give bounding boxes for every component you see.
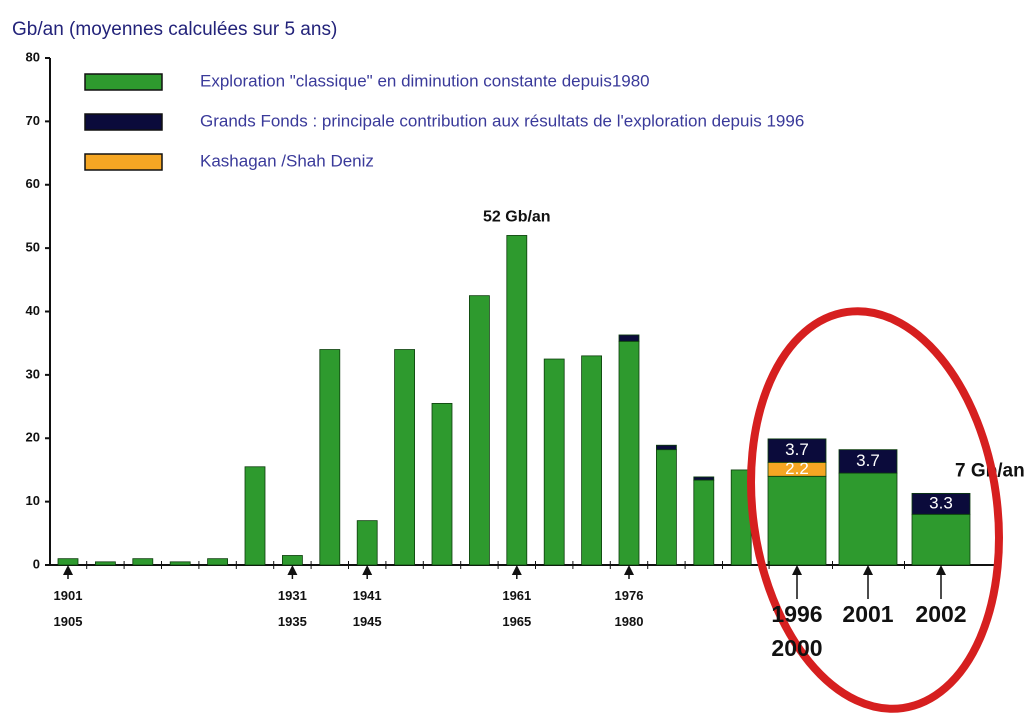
bar-segment <box>911 513 971 566</box>
bar-segment <box>838 472 898 566</box>
bar-segment <box>281 555 303 566</box>
chart-title: Gb/an (moyennes calculées sur 5 ans) <box>12 19 337 40</box>
bar-segment <box>431 402 453 566</box>
bar-segment <box>394 349 416 566</box>
bar-segment <box>543 358 565 566</box>
bar-segment <box>468 295 490 566</box>
bar-segment <box>767 438 827 463</box>
bar-segment <box>207 558 229 566</box>
data-label: 3.7 <box>785 440 809 459</box>
x-tick-label: 1996 2000 <box>771 601 823 661</box>
x-tick-label: 2001 <box>842 601 894 627</box>
x-tick-label: 2002 <box>915 601 967 627</box>
data-label: 2.2 <box>785 459 809 478</box>
bar-segment <box>132 558 154 566</box>
bar-segment <box>169 561 191 566</box>
y-tick-label: 70 <box>26 113 40 128</box>
bar-segment <box>656 449 677 566</box>
legend-swatch <box>84 153 163 171</box>
bar-segment <box>57 558 79 566</box>
bar-segment <box>95 561 116 566</box>
arrow-head <box>936 565 946 575</box>
y-tick-label: 60 <box>26 176 40 191</box>
arrow-head <box>511 565 522 575</box>
bar-segment <box>656 444 677 451</box>
arrow-head <box>287 565 298 575</box>
arrow-head <box>863 565 873 575</box>
arrow-head <box>792 565 802 575</box>
bar-segment <box>767 475 827 566</box>
bar-segment <box>244 466 266 566</box>
legend-label: Exploration "classique" en diminution co… <box>200 71 650 90</box>
y-tick-label: 0 <box>33 556 40 571</box>
bar-segment <box>618 334 640 342</box>
legend-swatch <box>84 73 163 91</box>
y-tick-label: 10 <box>26 493 40 508</box>
legend-label: Kashagan /Shah Deniz <box>200 151 374 170</box>
bar-segment <box>693 479 715 566</box>
y-tick-label: 50 <box>26 240 40 255</box>
x-tick-label: 1941 1945 <box>352 588 382 629</box>
bar-segment <box>618 340 640 566</box>
bar-segment <box>581 355 602 566</box>
bar-segment <box>838 449 898 474</box>
arrow-head <box>624 565 634 575</box>
arrow-head <box>63 565 73 575</box>
y-tick-label: 30 <box>26 366 40 381</box>
x-tick-label: 1901 1905 <box>53 588 83 629</box>
x-tick-label: 1961 1965 <box>502 588 532 629</box>
bar-segment <box>356 520 378 566</box>
y-tick-label: 80 <box>26 49 40 64</box>
x-tick-label: 1976 1980 <box>614 588 644 629</box>
y-tick-label: 40 <box>26 303 40 318</box>
bar-segment <box>911 492 971 515</box>
bar-segment <box>693 476 715 481</box>
legend-label: Grands Fonds : principale contribution a… <box>200 111 804 130</box>
annotation: 52 Gb/an <box>483 209 551 226</box>
arrow-head <box>362 565 373 575</box>
legend-swatch <box>84 113 163 131</box>
bar-segment <box>319 349 341 566</box>
highlight-ellipse <box>747 307 1003 713</box>
bar-segment <box>506 235 528 566</box>
data-label: 3.3 <box>929 493 953 512</box>
y-tick-label: 20 <box>26 430 40 445</box>
data-label: 3.7 <box>856 451 880 470</box>
x-tick-label: 1931 1935 <box>277 588 307 629</box>
